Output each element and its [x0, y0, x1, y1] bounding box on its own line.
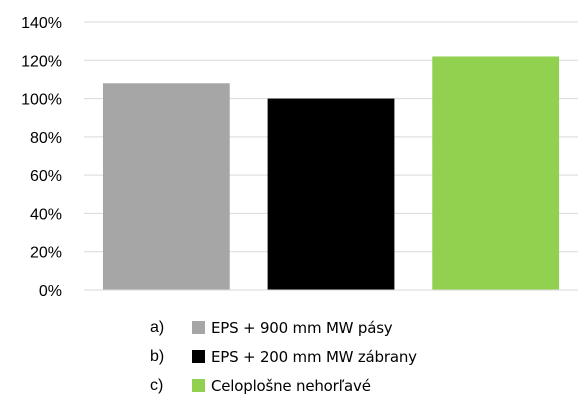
legend-item-c: c) Celoplošne nehorľavé: [150, 371, 570, 400]
y-tick-label: 120%: [21, 53, 62, 70]
y-tick-label: 0%: [39, 283, 62, 300]
y-tick-label: 80%: [30, 130, 62, 147]
bar-b: [267, 98, 395, 290]
legend-letter: c): [150, 376, 164, 394]
legend-swatch: [192, 321, 205, 334]
y-tick-label: 100%: [21, 92, 62, 109]
y-tick-label: 140%: [21, 15, 62, 32]
legend-swatch: [192, 379, 205, 392]
legend-item-b: b) EPS + 200 mm MW zábrany: [150, 342, 570, 371]
legend-label: Celoplošne nehorľavé: [211, 376, 371, 395]
legend-letter: a): [150, 318, 165, 336]
legend-label: EPS + 200 mm MW zábrany: [211, 347, 417, 366]
bar-c: [432, 56, 560, 291]
y-axis-tick-labels: 0% 20% 40% 60% 80% 100% 120% 140%: [21, 15, 62, 300]
legend-label: EPS + 900 mm MW pásy: [211, 318, 393, 337]
legend: a) EPS + 900 mm MW pásy b) EPS + 200 mm …: [150, 313, 570, 400]
legend-swatch: [192, 350, 205, 363]
legend-item-a: a) EPS + 900 mm MW pásy: [150, 313, 570, 342]
bars: [102, 56, 560, 291]
y-tick-label: 60%: [30, 168, 62, 185]
legend-letter: b): [150, 347, 165, 365]
y-tick-label: 20%: [30, 245, 62, 262]
y-tick-label: 40%: [30, 206, 62, 223]
bar-chart: 0% 20% 40% 60% 80% 100% 120% 140%: [21, 15, 578, 300]
bar-a: [102, 83, 230, 290]
